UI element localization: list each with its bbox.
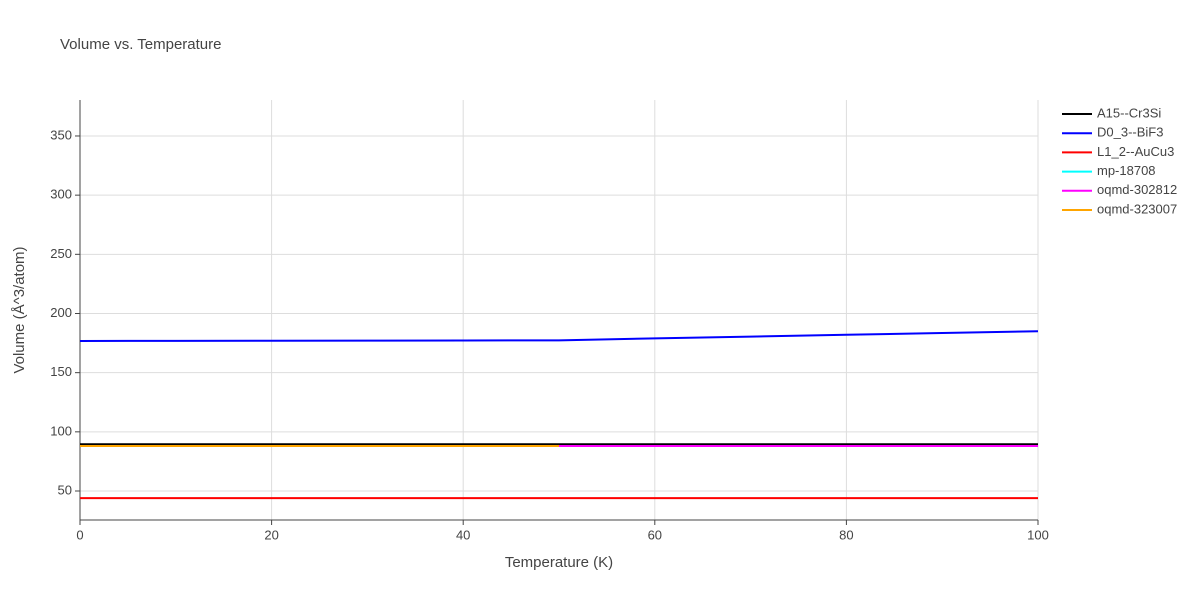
x-tick-label: 40 bbox=[456, 527, 470, 542]
y-tick-label: 300 bbox=[50, 187, 72, 202]
x-tick-label: 20 bbox=[264, 527, 278, 542]
legend-label: mp-18708 bbox=[1097, 163, 1156, 178]
series-line bbox=[79, 330, 1039, 342]
y-tick-label: 100 bbox=[50, 423, 72, 438]
y-tick-label: 200 bbox=[50, 305, 72, 320]
y-tick-label: 250 bbox=[50, 246, 72, 261]
x-tick-label: 0 bbox=[76, 527, 83, 542]
legend-label: D0_3--BiF3 bbox=[1097, 125, 1163, 140]
x-tick-label: 60 bbox=[648, 527, 662, 542]
legend-label: oqmd-302812 bbox=[1097, 182, 1177, 197]
legend-label: A15--Cr3Si bbox=[1097, 105, 1161, 120]
y-tick-label: 350 bbox=[50, 127, 72, 142]
y-tick-label: 150 bbox=[50, 364, 72, 379]
legend-label: L1_2--AuCu3 bbox=[1097, 144, 1174, 159]
x-axis-label: Temperature (K) bbox=[505, 554, 613, 571]
x-tick-label: 100 bbox=[1027, 527, 1049, 542]
legend-label: oqmd-323007 bbox=[1097, 201, 1177, 216]
y-tick-label: 50 bbox=[58, 482, 72, 497]
chart-title: Volume vs. Temperature bbox=[60, 36, 221, 53]
y-axis-label: Volume (Å^3/atom) bbox=[11, 246, 28, 373]
x-tick-label: 80 bbox=[839, 527, 853, 542]
